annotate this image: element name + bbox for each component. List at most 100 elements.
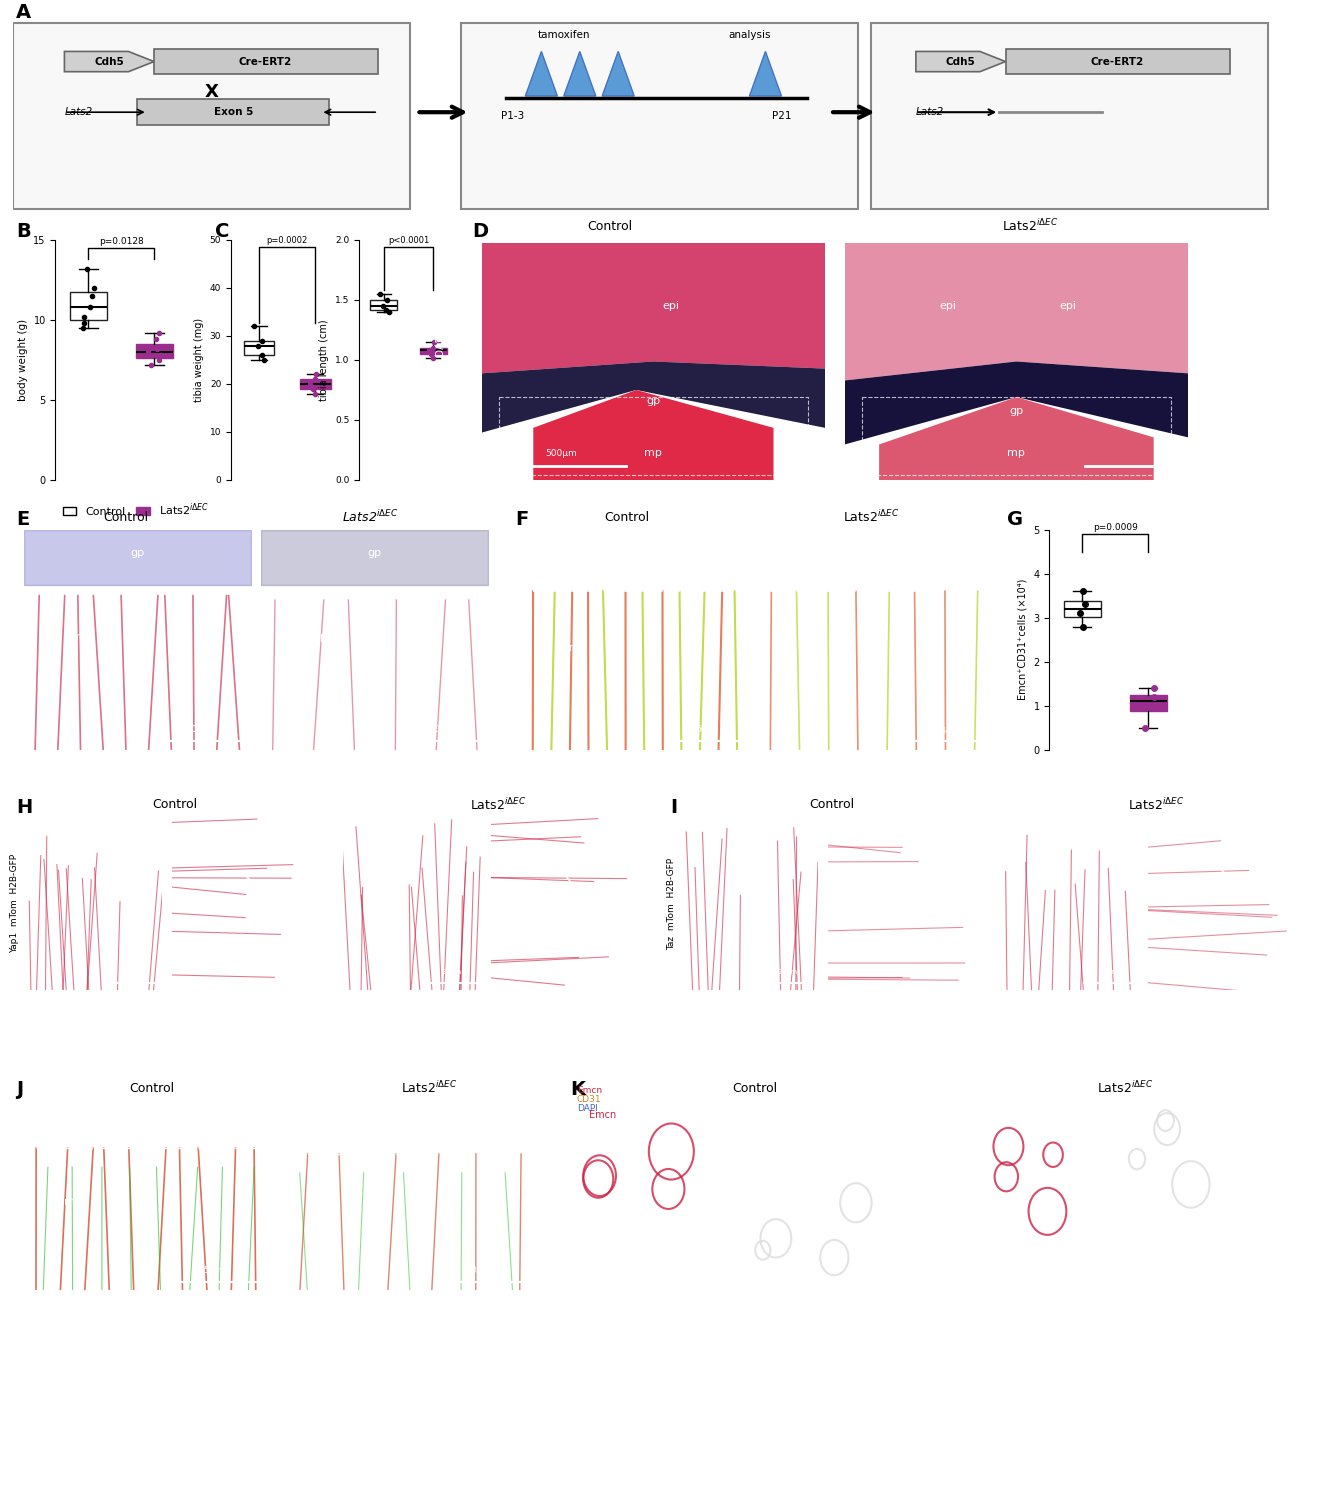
Text: 20μm: 20μm bbox=[1246, 969, 1267, 975]
Text: A: A bbox=[16, 3, 30, 22]
Text: Control: Control bbox=[152, 798, 198, 812]
Text: p=0.0002: p=0.0002 bbox=[267, 236, 308, 244]
Text: Cre-ERT2: Cre-ERT2 bbox=[239, 57, 292, 66]
Text: gp: gp bbox=[403, 1118, 417, 1128]
Text: 50μm: 50μm bbox=[697, 726, 718, 735]
Text: J: J bbox=[16, 1080, 22, 1100]
Text: z': z' bbox=[605, 827, 612, 836]
Text: gp: gp bbox=[139, 1118, 153, 1128]
Polygon shape bbox=[482, 243, 825, 374]
Text: tamoxifen: tamoxifen bbox=[537, 30, 590, 40]
Text: Taz  mTom  H2B-GFP: Taz mTom H2B-GFP bbox=[668, 858, 676, 950]
Text: Lats2: Lats2 bbox=[65, 106, 92, 117]
Text: Control: Control bbox=[809, 798, 855, 812]
Polygon shape bbox=[65, 51, 154, 72]
PathPatch shape bbox=[370, 300, 397, 309]
Text: analysis: analysis bbox=[729, 30, 771, 40]
Text: 20μm: 20μm bbox=[269, 969, 290, 975]
FancyBboxPatch shape bbox=[871, 22, 1269, 210]
Polygon shape bbox=[845, 243, 1188, 381]
FancyBboxPatch shape bbox=[1006, 50, 1230, 74]
Polygon shape bbox=[750, 51, 781, 96]
Text: G: G bbox=[1007, 510, 1023, 530]
Text: mp: mp bbox=[71, 632, 90, 642]
PathPatch shape bbox=[136, 344, 173, 357]
PathPatch shape bbox=[244, 340, 275, 356]
Text: Lats2$^{i\Delta EC}$: Lats2$^{i\Delta EC}$ bbox=[1127, 796, 1184, 813]
FancyBboxPatch shape bbox=[461, 22, 858, 210]
Polygon shape bbox=[916, 51, 1006, 72]
Text: gp: gp bbox=[866, 555, 879, 564]
Text: z': z' bbox=[285, 827, 293, 836]
Text: Control: Control bbox=[587, 220, 632, 232]
Text: z': z' bbox=[941, 827, 949, 836]
Legend: Control, Lats2$^{i\Delta EC}$: Control, Lats2$^{i\Delta EC}$ bbox=[58, 498, 214, 522]
Text: F: F bbox=[515, 510, 528, 530]
Text: epi: epi bbox=[663, 302, 678, 312]
FancyBboxPatch shape bbox=[154, 50, 378, 74]
Text: 500μm: 500μm bbox=[545, 450, 577, 459]
Text: p=0.0009: p=0.0009 bbox=[1093, 522, 1138, 531]
Text: mp: mp bbox=[309, 632, 327, 642]
Polygon shape bbox=[845, 362, 1188, 444]
Text: Control: Control bbox=[103, 512, 148, 524]
PathPatch shape bbox=[300, 380, 330, 388]
Text: Control: Control bbox=[733, 1082, 777, 1095]
Polygon shape bbox=[602, 51, 634, 96]
Y-axis label: tibia length (cm): tibia length (cm) bbox=[319, 320, 330, 400]
Text: epi: epi bbox=[940, 302, 956, 312]
PathPatch shape bbox=[1064, 602, 1101, 616]
Text: B: B bbox=[16, 222, 30, 242]
Text: gp: gp bbox=[628, 555, 642, 564]
Text: 200μm: 200μm bbox=[187, 726, 214, 735]
Text: mp: mp bbox=[1007, 448, 1026, 459]
Text: C: C bbox=[215, 222, 230, 242]
Text: X: X bbox=[205, 82, 219, 100]
Text: Lats2: Lats2 bbox=[916, 106, 944, 117]
Text: Lats2$^{i\Delta EC}$: Lats2$^{i\Delta EC}$ bbox=[470, 796, 527, 813]
Text: bm: bm bbox=[367, 716, 383, 726]
Text: z': z' bbox=[1262, 827, 1270, 836]
Polygon shape bbox=[533, 390, 774, 480]
Text: 50μm: 50μm bbox=[203, 1266, 226, 1275]
Text: Emcn: Emcn bbox=[590, 1110, 616, 1120]
Text: mp: mp bbox=[644, 448, 663, 459]
Text: mp: mp bbox=[569, 644, 587, 652]
PathPatch shape bbox=[1130, 694, 1167, 711]
Text: mp: mp bbox=[63, 1197, 82, 1208]
PathPatch shape bbox=[70, 292, 107, 320]
Text: 200μm: 200μm bbox=[425, 726, 451, 735]
Text: 20μm: 20μm bbox=[1098, 969, 1119, 975]
Text: K: K bbox=[570, 1080, 585, 1100]
Text: Lats2$^{i\Delta EC}$: Lats2$^{i\Delta EC}$ bbox=[342, 510, 397, 525]
Text: p<0.0001: p<0.0001 bbox=[388, 236, 429, 244]
Text: E: E bbox=[16, 510, 29, 530]
Text: 20μm: 20μm bbox=[925, 969, 946, 975]
Text: Emcn  DAPI: Emcn DAPI bbox=[436, 333, 446, 390]
Text: Emcn  Vegfr3: Emcn Vegfr3 bbox=[490, 612, 499, 668]
Text: Cdh5: Cdh5 bbox=[94, 57, 124, 66]
Text: bm: bm bbox=[129, 716, 145, 726]
Text: gp: gp bbox=[647, 396, 660, 406]
Text: P1-3: P1-3 bbox=[500, 111, 524, 122]
Y-axis label: tibia weight (mg): tibia weight (mg) bbox=[194, 318, 205, 402]
Text: 20μm: 20μm bbox=[777, 969, 799, 975]
Text: 20μm: 20μm bbox=[441, 969, 462, 975]
Text: 20μm: 20μm bbox=[121, 969, 143, 975]
Polygon shape bbox=[525, 51, 557, 96]
Text: Cdh5: Cdh5 bbox=[946, 57, 975, 66]
Polygon shape bbox=[564, 51, 595, 96]
Text: H: H bbox=[16, 798, 32, 818]
Text: Emcn: Emcn bbox=[577, 1086, 602, 1095]
Text: Cre-ERT2: Cre-ERT2 bbox=[1090, 57, 1143, 66]
Text: gp: gp bbox=[1010, 405, 1023, 416]
Text: D: D bbox=[473, 222, 488, 242]
Text: 50μm: 50μm bbox=[935, 726, 956, 735]
Text: Control: Control bbox=[129, 1082, 174, 1095]
Text: mp: mp bbox=[807, 644, 825, 652]
Text: Lats2$^{i\Delta EC}$: Lats2$^{i\Delta EC}$ bbox=[1002, 219, 1057, 234]
Polygon shape bbox=[879, 398, 1154, 480]
Text: 50μm: 50μm bbox=[467, 1266, 490, 1275]
Text: Exon 5: Exon 5 bbox=[214, 106, 253, 117]
Text: 20μm: 20μm bbox=[589, 969, 610, 975]
